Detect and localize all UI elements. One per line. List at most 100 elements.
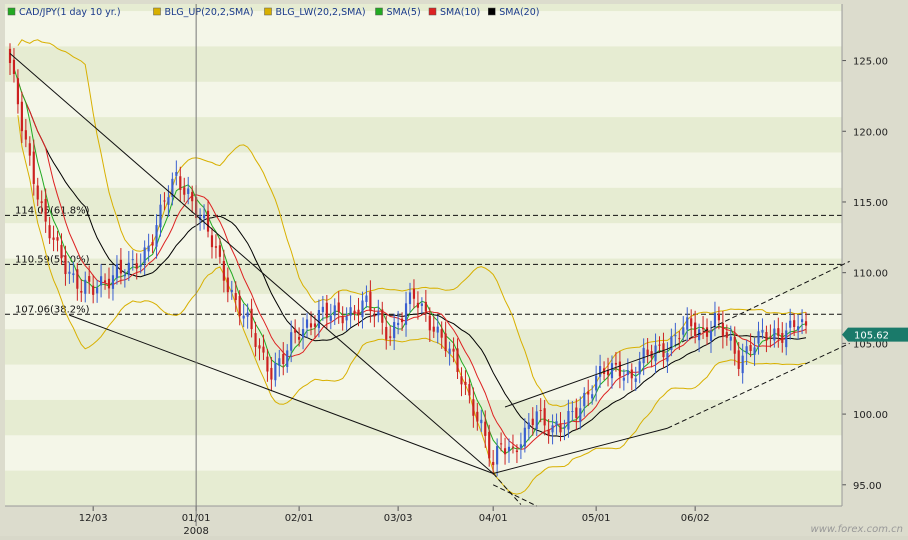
candle-up [674, 334, 677, 337]
band [5, 329, 842, 365]
candle-down [28, 143, 31, 156]
fib-level-label: 114.05(61.8%) [15, 205, 90, 216]
y-tick-label: 95.00 [853, 481, 882, 492]
candle-down [717, 313, 720, 321]
candle-up [147, 245, 150, 252]
candle-up [286, 350, 289, 367]
candle-down [464, 381, 467, 386]
candle-up [96, 287, 99, 294]
candle-down [749, 345, 752, 351]
candle-down [270, 367, 273, 380]
band [5, 46, 842, 82]
y-axis: 125.00 120.00 115.00 110.00 105.00 100.00 95.0… [841, 4, 888, 506]
legend-swatch [428, 7, 437, 16]
candle-up [349, 307, 352, 316]
candle-down [389, 336, 392, 338]
x-tick-label: 05/01 [582, 513, 611, 524]
candle-down [80, 290, 83, 293]
candle-up [159, 204, 162, 228]
candle-up [408, 292, 412, 305]
bollinger-lower-line [17, 115, 807, 495]
candle-up [404, 303, 408, 325]
legend-label: SMA(5) [387, 7, 421, 18]
candle-down [294, 328, 297, 333]
candle-down [151, 241, 154, 246]
candle-up [579, 408, 582, 423]
candle-down [476, 411, 479, 422]
candle-down [107, 278, 111, 289]
candle-up [377, 311, 380, 316]
candle-up [496, 446, 499, 465]
candle-up [709, 330, 713, 341]
candle-up [698, 329, 701, 341]
candle-down [444, 333, 447, 351]
candle-down [353, 310, 356, 314]
candle-up [246, 312, 249, 317]
candle-up [155, 225, 158, 247]
candle-up [682, 327, 685, 335]
candle-down [500, 443, 503, 445]
candle-up [634, 378, 637, 382]
candle-up [397, 322, 400, 326]
candle-down [733, 336, 736, 354]
candle-down [226, 277, 229, 293]
band [5, 470, 842, 506]
candle-down [618, 361, 621, 377]
candle-down [559, 424, 562, 433]
candle-down [725, 332, 728, 338]
candle-down [492, 461, 495, 466]
legend-swatch [153, 7, 161, 16]
candle-up [527, 422, 530, 429]
projection-dashed-1 [492, 473, 522, 505]
band [5, 4, 842, 12]
candle-up [420, 303, 423, 306]
trend-lines [9, 53, 850, 507]
legend-label: BLG_UP(20,2,SMA) [165, 7, 254, 18]
candle-down [135, 263, 138, 269]
candle-down [250, 308, 253, 330]
last-price-tag [842, 327, 908, 342]
candle-down [781, 333, 784, 343]
candle-down [163, 200, 166, 202]
candle-down [56, 237, 59, 241]
candle-down [341, 316, 344, 324]
candle-up [507, 446, 511, 452]
candle-up [274, 363, 277, 381]
candle-down [400, 318, 404, 323]
channel-upper-dashed [667, 260, 850, 350]
candle-down [8, 48, 12, 64]
legend-label: CAD/JPY(1 day 10 yr.) [19, 7, 121, 18]
candle-down [705, 327, 709, 337]
candle-up [230, 289, 233, 293]
candle-up [242, 315, 245, 319]
candle-up [595, 375, 598, 391]
candle-down [432, 326, 435, 332]
downtrend-line [9, 53, 494, 474]
candle-up [567, 410, 570, 430]
y-tick-label: 110.00 [853, 269, 888, 280]
candle-up [393, 322, 396, 339]
candle-down [373, 315, 376, 317]
band [5, 117, 842, 153]
legend-swatch [264, 7, 272, 16]
candles [8, 43, 808, 477]
candle-down [777, 328, 780, 336]
candle-down [531, 418, 534, 426]
candle-up [571, 411, 574, 413]
candle-up [84, 279, 87, 294]
background-bands [5, 4, 842, 506]
candle-down [614, 362, 618, 365]
candle-down [452, 348, 455, 352]
projection-dashed-2 [492, 484, 537, 507]
candle-down [765, 332, 768, 341]
candle-down [381, 309, 384, 323]
candle-up [278, 358, 281, 366]
candle-down [630, 369, 633, 379]
candle-up [127, 262, 130, 276]
x-tick-label: 06/02 [681, 513, 710, 524]
candle-up [202, 214, 206, 219]
candle-down [179, 176, 182, 190]
candle-down [48, 225, 51, 239]
